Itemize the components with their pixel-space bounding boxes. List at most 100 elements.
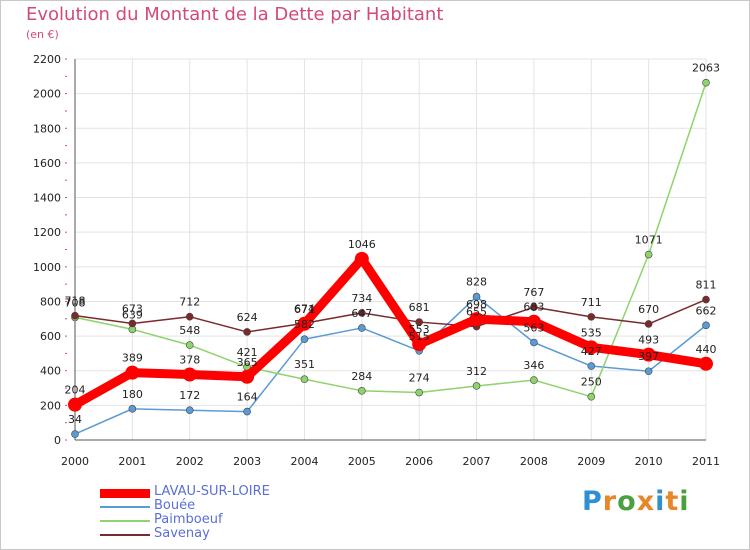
data-label: 1071	[635, 234, 663, 247]
data-label: 563	[523, 321, 544, 334]
y-tick-label: 0	[54, 434, 61, 447]
y-tick-label: 2000	[33, 88, 61, 101]
data-point	[240, 369, 255, 384]
x-tick-label: 2010	[635, 455, 663, 468]
data-label: 734	[351, 292, 372, 305]
data-point	[530, 303, 538, 311]
data-labels: 204 389 378 365 671 1046 553 698 683 535 493 440 34 1…	[65, 62, 721, 426]
data-point	[358, 324, 366, 332]
proxiti-logo: Proxiti	[582, 486, 690, 517]
y-tick-label: 200	[40, 399, 61, 412]
data-point	[71, 311, 79, 320]
data-label: 639	[122, 308, 143, 321]
data-point	[472, 292, 481, 301]
data-label: 548	[179, 324, 200, 337]
series-line	[74, 81, 707, 398]
data-label: 180	[122, 388, 143, 401]
data-label: 712	[179, 296, 200, 309]
data-label: 647	[351, 307, 372, 320]
series-line	[74, 295, 707, 435]
data-label: 378	[179, 354, 200, 367]
data-label: 164	[237, 391, 258, 404]
data-label: 440	[696, 343, 717, 356]
legend-swatch	[100, 506, 150, 508]
data-label: 204	[65, 384, 86, 397]
logo-letter: x	[636, 486, 656, 517]
x-tick-label: 2006	[405, 455, 433, 468]
logo-letter: i	[655, 486, 666, 517]
data-point	[587, 362, 596, 370]
data-label: 674	[294, 302, 315, 315]
y-tick-label: 1600	[33, 157, 61, 170]
data-label: 662	[696, 304, 717, 317]
data-label: 624	[237, 311, 258, 324]
data-label: 582	[294, 318, 315, 331]
series-paimboeuf	[71, 78, 710, 401]
series-line	[74, 298, 707, 333]
series-line	[70, 254, 711, 410]
data-point	[644, 367, 653, 376]
data-label: 718	[65, 295, 86, 308]
series-savenay	[71, 295, 710, 336]
data-label: 708	[65, 296, 86, 309]
data-label: 274	[409, 372, 430, 385]
data-point	[587, 313, 596, 321]
series-layer	[68, 78, 713, 438]
data-point	[243, 328, 251, 336]
data-point	[530, 338, 538, 347]
x-tick-label: 2005	[348, 455, 376, 468]
data-label: 828	[466, 276, 487, 289]
x-tick-label: 2009	[577, 455, 605, 468]
data-point	[243, 407, 251, 416]
y-tick-label: 600	[40, 330, 61, 343]
data-label: 1046	[348, 238, 376, 251]
data-label: 670	[638, 303, 659, 316]
y-tick-label: 1200	[33, 226, 61, 239]
data-point	[530, 376, 538, 384]
data-label: 493	[638, 334, 659, 347]
data-point	[644, 320, 653, 328]
chart-subtitle: (en €)	[26, 28, 59, 41]
y-tick-label: 1000	[33, 261, 61, 274]
data-point	[699, 356, 713, 371]
data-point	[300, 335, 309, 344]
data-label: 655	[466, 306, 487, 319]
data-label: 172	[179, 389, 200, 402]
data-point	[469, 312, 484, 327]
data-point	[185, 312, 194, 321]
data-point	[125, 365, 140, 380]
data-label: 427	[581, 345, 602, 358]
data-label: 553	[409, 323, 430, 336]
legend-swatch	[100, 534, 150, 536]
data-point	[415, 318, 423, 326]
x-tick-label: 2002	[176, 455, 204, 468]
data-label: 312	[466, 365, 487, 378]
data-point	[641, 347, 656, 362]
data-point	[358, 387, 366, 395]
x-tick-label: 2000	[61, 455, 89, 468]
data-point	[702, 295, 710, 304]
data-label: 2063	[692, 62, 720, 75]
logo-letter: P	[582, 486, 603, 517]
grid	[74, 58, 707, 441]
y-tick-label: 2200	[33, 53, 61, 66]
data-point	[128, 319, 137, 328]
logo-letter: r	[602, 486, 618, 517]
data-label: 365	[237, 356, 258, 369]
data-label: 681	[409, 301, 430, 314]
data-label: 698	[466, 298, 487, 311]
chart-title: Evolution du Montant de la Dette par Hab…	[26, 4, 444, 25]
x-tick-label: 2008	[520, 455, 548, 468]
data-label: 683	[523, 301, 544, 314]
data-label: 711	[581, 296, 602, 309]
y-tick-label: 1800	[33, 122, 61, 135]
x-tick-label: 2001	[118, 455, 146, 468]
data-label: 515	[409, 330, 430, 343]
legend-label: Bouée	[154, 498, 196, 513]
y-tick-label: 1400	[33, 192, 61, 205]
data-point	[354, 251, 369, 266]
data-label: 811	[696, 279, 717, 292]
data-label: 284	[351, 370, 372, 383]
data-point	[185, 406, 194, 415]
